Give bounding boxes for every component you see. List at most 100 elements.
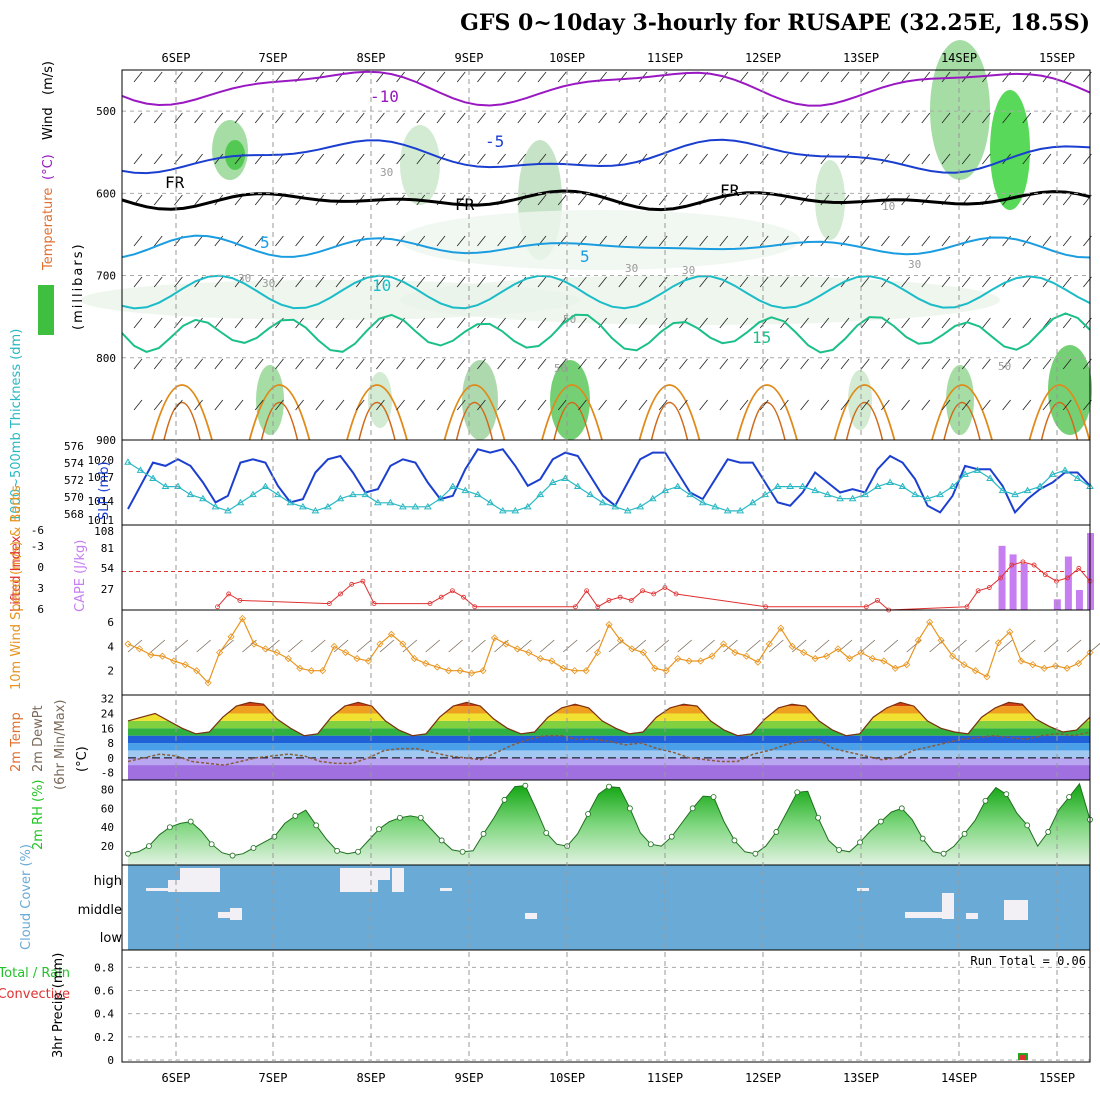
thickness-marker <box>361 490 370 498</box>
cape-bar <box>1009 554 1017 610</box>
wind-barb <box>699 235 708 247</box>
wind-barb <box>820 358 830 370</box>
cape-tick-label: 54 <box>101 562 115 575</box>
wind-barb <box>497 399 506 411</box>
wind-barb <box>376 153 385 165</box>
li-marker <box>1076 565 1082 571</box>
thickness-marker <box>661 486 670 494</box>
wind-barb <box>840 153 850 165</box>
rh-tick-label: 60 <box>101 802 114 815</box>
wind-barb <box>780 358 789 370</box>
wind-marker <box>960 661 968 669</box>
wind-barb-10m <box>356 639 372 653</box>
wind-barb <box>860 358 870 370</box>
li-marker <box>360 578 366 584</box>
wind-marker <box>823 652 831 660</box>
wind-barb <box>557 358 567 370</box>
wind-barb-10m <box>1021 639 1036 653</box>
wind-barb <box>194 71 203 83</box>
thickness-marker <box>786 482 795 490</box>
warm-contour-4 <box>541 384 603 441</box>
date-label-top: 6SEP <box>162 51 191 65</box>
wind-barb-10m <box>494 639 509 653</box>
thickness-marker <box>186 490 195 498</box>
wind-barb <box>699 358 708 370</box>
thickness-marker <box>324 502 332 510</box>
li-marker <box>226 591 232 597</box>
wind-barb <box>295 399 304 411</box>
wind-barb <box>214 358 224 370</box>
li-cape-panel <box>121 524 1091 611</box>
wind-barb <box>578 194 587 206</box>
wind-barb <box>860 276 870 288</box>
wind-marker <box>261 645 269 653</box>
wind-barb <box>153 153 163 165</box>
wind-barb-10m <box>1066 639 1082 653</box>
wind-barb <box>800 235 809 247</box>
wind-barb <box>1002 317 1011 329</box>
rh-marker <box>125 850 131 857</box>
wind-barb <box>497 317 506 329</box>
wind-barb <box>941 112 951 124</box>
rh-marker <box>480 830 487 837</box>
thickness-marker <box>1036 482 1044 490</box>
precip-legend-label: Total / Rain <box>0 966 70 981</box>
wind-marker <box>525 648 533 657</box>
wind-barb <box>739 399 749 411</box>
wind-barb <box>254 112 264 124</box>
wind-barb-10m <box>952 639 967 653</box>
wind-barb <box>497 276 506 288</box>
li-marker <box>1065 575 1071 581</box>
wind-barb <box>719 153 729 165</box>
wind-barb <box>436 71 446 83</box>
wind-barb <box>598 276 607 288</box>
wind-marker <box>605 621 613 629</box>
wind-barb <box>234 317 244 329</box>
wind-barb <box>436 399 446 411</box>
precip-tick-label: 0.8 <box>94 961 114 974</box>
cloud-block <box>942 893 954 919</box>
rh-shade-1 <box>225 140 245 170</box>
lifted-index-line <box>217 561 1091 611</box>
wind-barb-10m <box>883 639 899 653</box>
wind-barb-10m <box>723 639 738 653</box>
temp-tick-label: -8 <box>101 767 114 780</box>
temp-band <box>128 706 1090 714</box>
wind-barb <box>456 235 466 247</box>
rh-marker <box>982 797 989 804</box>
wind-marker <box>445 667 453 675</box>
wind-marker <box>147 651 155 659</box>
wind-barb <box>1002 399 1011 411</box>
cloud-block <box>857 888 869 891</box>
li-marker <box>427 601 433 606</box>
wind-barb <box>578 399 587 411</box>
rh-shade-15 <box>400 275 1000 325</box>
wind-marker <box>216 648 224 657</box>
wind-barb <box>335 358 345 370</box>
wind-barb-10m <box>562 639 578 653</box>
wind-barb <box>759 194 769 206</box>
cloud-level-label: middle <box>78 903 122 918</box>
thickness-marker <box>873 482 882 490</box>
thickness-marker <box>548 478 557 485</box>
cape-bar <box>1020 563 1028 610</box>
isotherm-label: -10 <box>370 87 399 106</box>
wind-barb <box>497 235 506 247</box>
li-marker <box>215 604 220 610</box>
cloud-level-label: high <box>94 874 122 889</box>
wind-barb <box>194 112 203 124</box>
wind-barb <box>335 399 345 411</box>
wind-barb <box>679 358 688 370</box>
rh-tick-label: 80 <box>101 783 114 796</box>
rh-shade-12 <box>946 365 974 435</box>
wind-barb <box>780 399 789 411</box>
date-label-bottom: 6SEP <box>162 1071 191 1085</box>
precip-run-total: Run Total = 0.06 <box>970 954 1086 968</box>
wind-marker <box>273 648 281 657</box>
wind-barb <box>699 276 708 288</box>
precip-tick-label: 0.2 <box>94 1031 114 1044</box>
thickness-marker <box>436 494 445 502</box>
thickness-marker <box>836 494 845 502</box>
wind-barb <box>699 112 708 124</box>
li-marker <box>863 604 869 610</box>
